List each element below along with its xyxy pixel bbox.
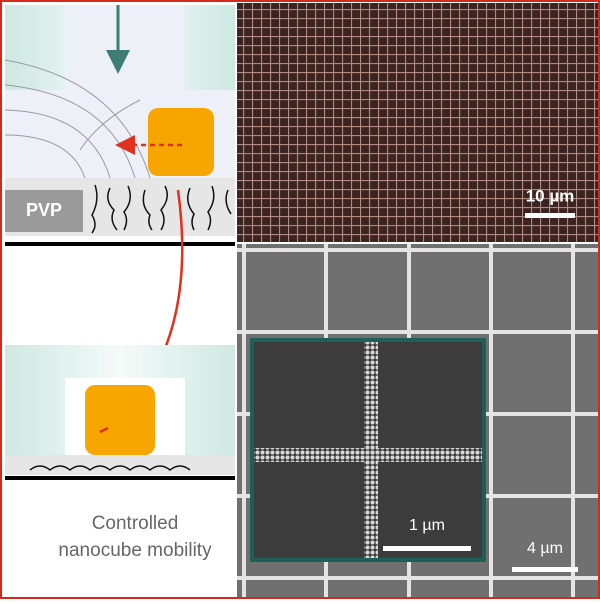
- schematic-bottom: Controlled nanocube mobility: [5, 345, 235, 561]
- scale-label: 1 µm: [409, 517, 445, 534]
- pvp-label: PVP: [26, 200, 62, 220]
- optical-image: 10 µm: [237, 3, 598, 242]
- sem-image: 1 µm 4 µm: [237, 244, 598, 597]
- scale-label: 10 µm: [526, 186, 575, 205]
- schematic-top: PVP: [4, 5, 235, 435]
- caption-line: nanocube mobility: [58, 540, 212, 561]
- scale-label: 4 µm: [527, 540, 563, 557]
- caption-line: Controlled: [92, 513, 179, 534]
